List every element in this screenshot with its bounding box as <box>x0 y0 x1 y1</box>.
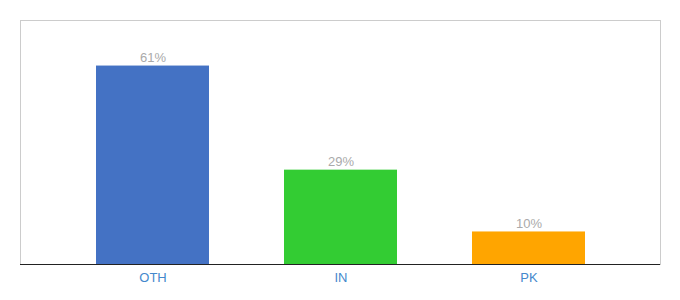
svg-text:10%: 10% <box>516 216 542 231</box>
svg-text:PK: PK <box>520 270 538 285</box>
svg-text:IN: IN <box>335 270 348 285</box>
svg-text:61%: 61% <box>140 50 166 65</box>
svg-text:29%: 29% <box>328 154 354 169</box>
svg-text:OTH: OTH <box>139 270 166 285</box>
